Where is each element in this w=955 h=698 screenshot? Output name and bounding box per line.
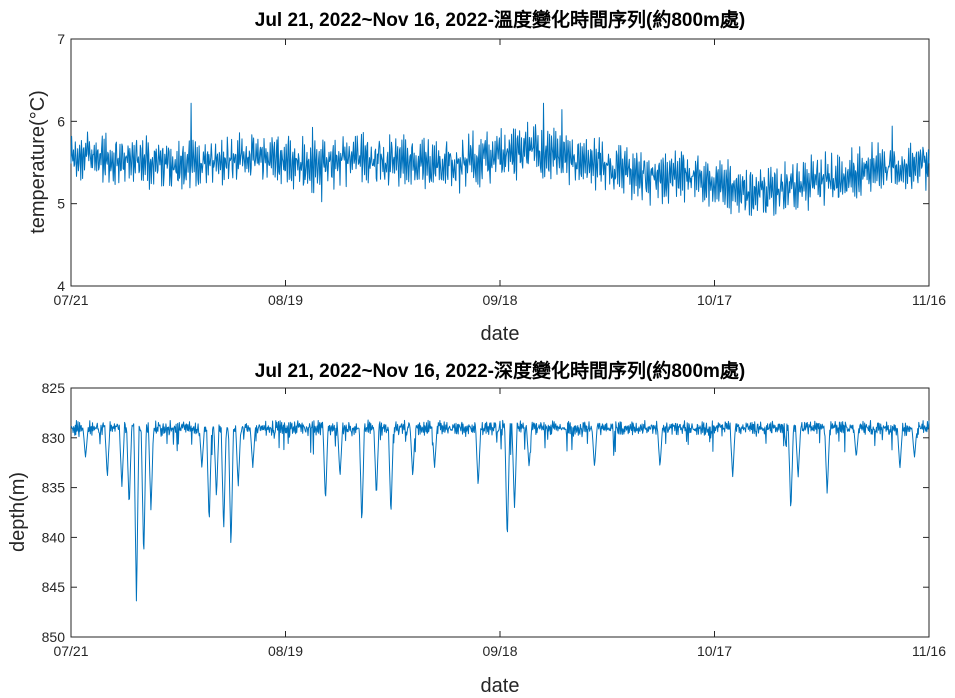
depth-x-ticks: 07/21 08/19 09/18 10/17 11/16 [53,388,946,659]
temperature-panel: Jul 21, 2022~Nov 16, 2022-溫度變化時間序列(約800m… [27,8,946,345]
x-tick-label: 10/17 [697,643,732,659]
depth-x-axis-label: date [481,675,520,697]
temperature-series-line [70,102,930,216]
y-tick-label: 835 [42,480,66,496]
y-tick-label: 825 [42,380,66,396]
depth-panel: Jul 21, 2022~Nov 16, 2022-深度變化時間序列(約800m… [7,359,946,697]
y-tick-label: 830 [42,430,66,446]
y-tick-label: 845 [42,579,66,595]
temperature-y-ticks: 4 5 6 7 [57,31,929,294]
x-tick-label: 07/21 [53,292,88,308]
x-tick-label: 07/21 [53,643,88,659]
x-tick-label: 09/18 [482,292,517,308]
depth-title: Jul 21, 2022~Nov 16, 2022-深度變化時間序列(約800m… [255,359,746,382]
y-tick-label: 7 [57,31,65,47]
y-tick-label: 4 [57,278,65,294]
x-tick-label: 08/19 [268,643,303,659]
temperature-y-axis-label: temperature(°C) [27,90,49,234]
x-tick-label: 09/18 [482,643,517,659]
y-tick-label: 850 [42,629,66,645]
depth-y-axis-label: depth(m) [7,472,29,552]
depth-series-line [70,419,930,602]
temperature-x-ticks: 07/21 08/19 09/18 10/17 11/16 [53,39,946,308]
depth-y-ticks: 825 830 835 840 845 850 [42,380,929,645]
y-tick-label: 6 [57,113,65,129]
x-tick-label: 10/17 [697,292,732,308]
y-tick-label: 840 [42,529,66,545]
temperature-title: Jul 21, 2022~Nov 16, 2022-溫度變化時間序列(約800m… [255,8,746,31]
x-tick-label: 11/16 [912,643,946,659]
x-tick-label: 08/19 [268,292,303,308]
y-tick-label: 5 [57,196,65,212]
x-tick-label: 11/16 [912,292,946,308]
temperature-x-axis-label: date [481,323,520,345]
